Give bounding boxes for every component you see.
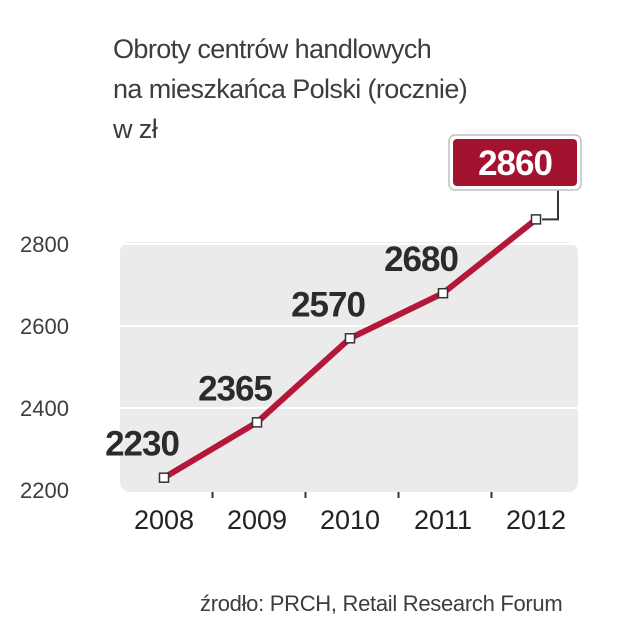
highlight-box: [453, 139, 577, 186]
x-tick-label: 2011: [414, 505, 472, 535]
data-label: 2680: [384, 240, 458, 279]
y-tick-label: 2400: [20, 396, 69, 421]
data-point-marker: [344, 333, 356, 344]
source-note: źrodło: PRCH, Retail Research Forum: [200, 591, 563, 616]
data-point-marker: [251, 417, 263, 428]
x-tick-label: 2009: [227, 505, 287, 535]
data-point-marker: [437, 287, 449, 299]
chart-title-line-3: w zł: [113, 114, 158, 144]
x-tick-label: 2008: [134, 505, 194, 535]
data-label: 2365: [198, 369, 272, 408]
y-tick-label: 2200: [20, 478, 69, 503]
chart-title-line-1: Obroty centrów handlowych: [113, 34, 432, 64]
x-tick-label: 2010: [320, 505, 380, 535]
highlight-connector: [542, 190, 559, 221]
data-label: 2570: [291, 285, 365, 324]
data-label: 2230: [105, 425, 179, 464]
y-tick-label: 2600: [20, 314, 69, 339]
highlight-value-label: 2860: [478, 144, 552, 183]
plot-background: [120, 242, 578, 492]
data-point-marker: [530, 214, 542, 225]
y-tick-label: 2800: [20, 232, 69, 257]
x-tick-label: 2012: [506, 505, 566, 535]
data-point-marker: [158, 472, 170, 483]
chart-title-line-2: na mieszkańca Polski (rocznie): [113, 74, 468, 104]
